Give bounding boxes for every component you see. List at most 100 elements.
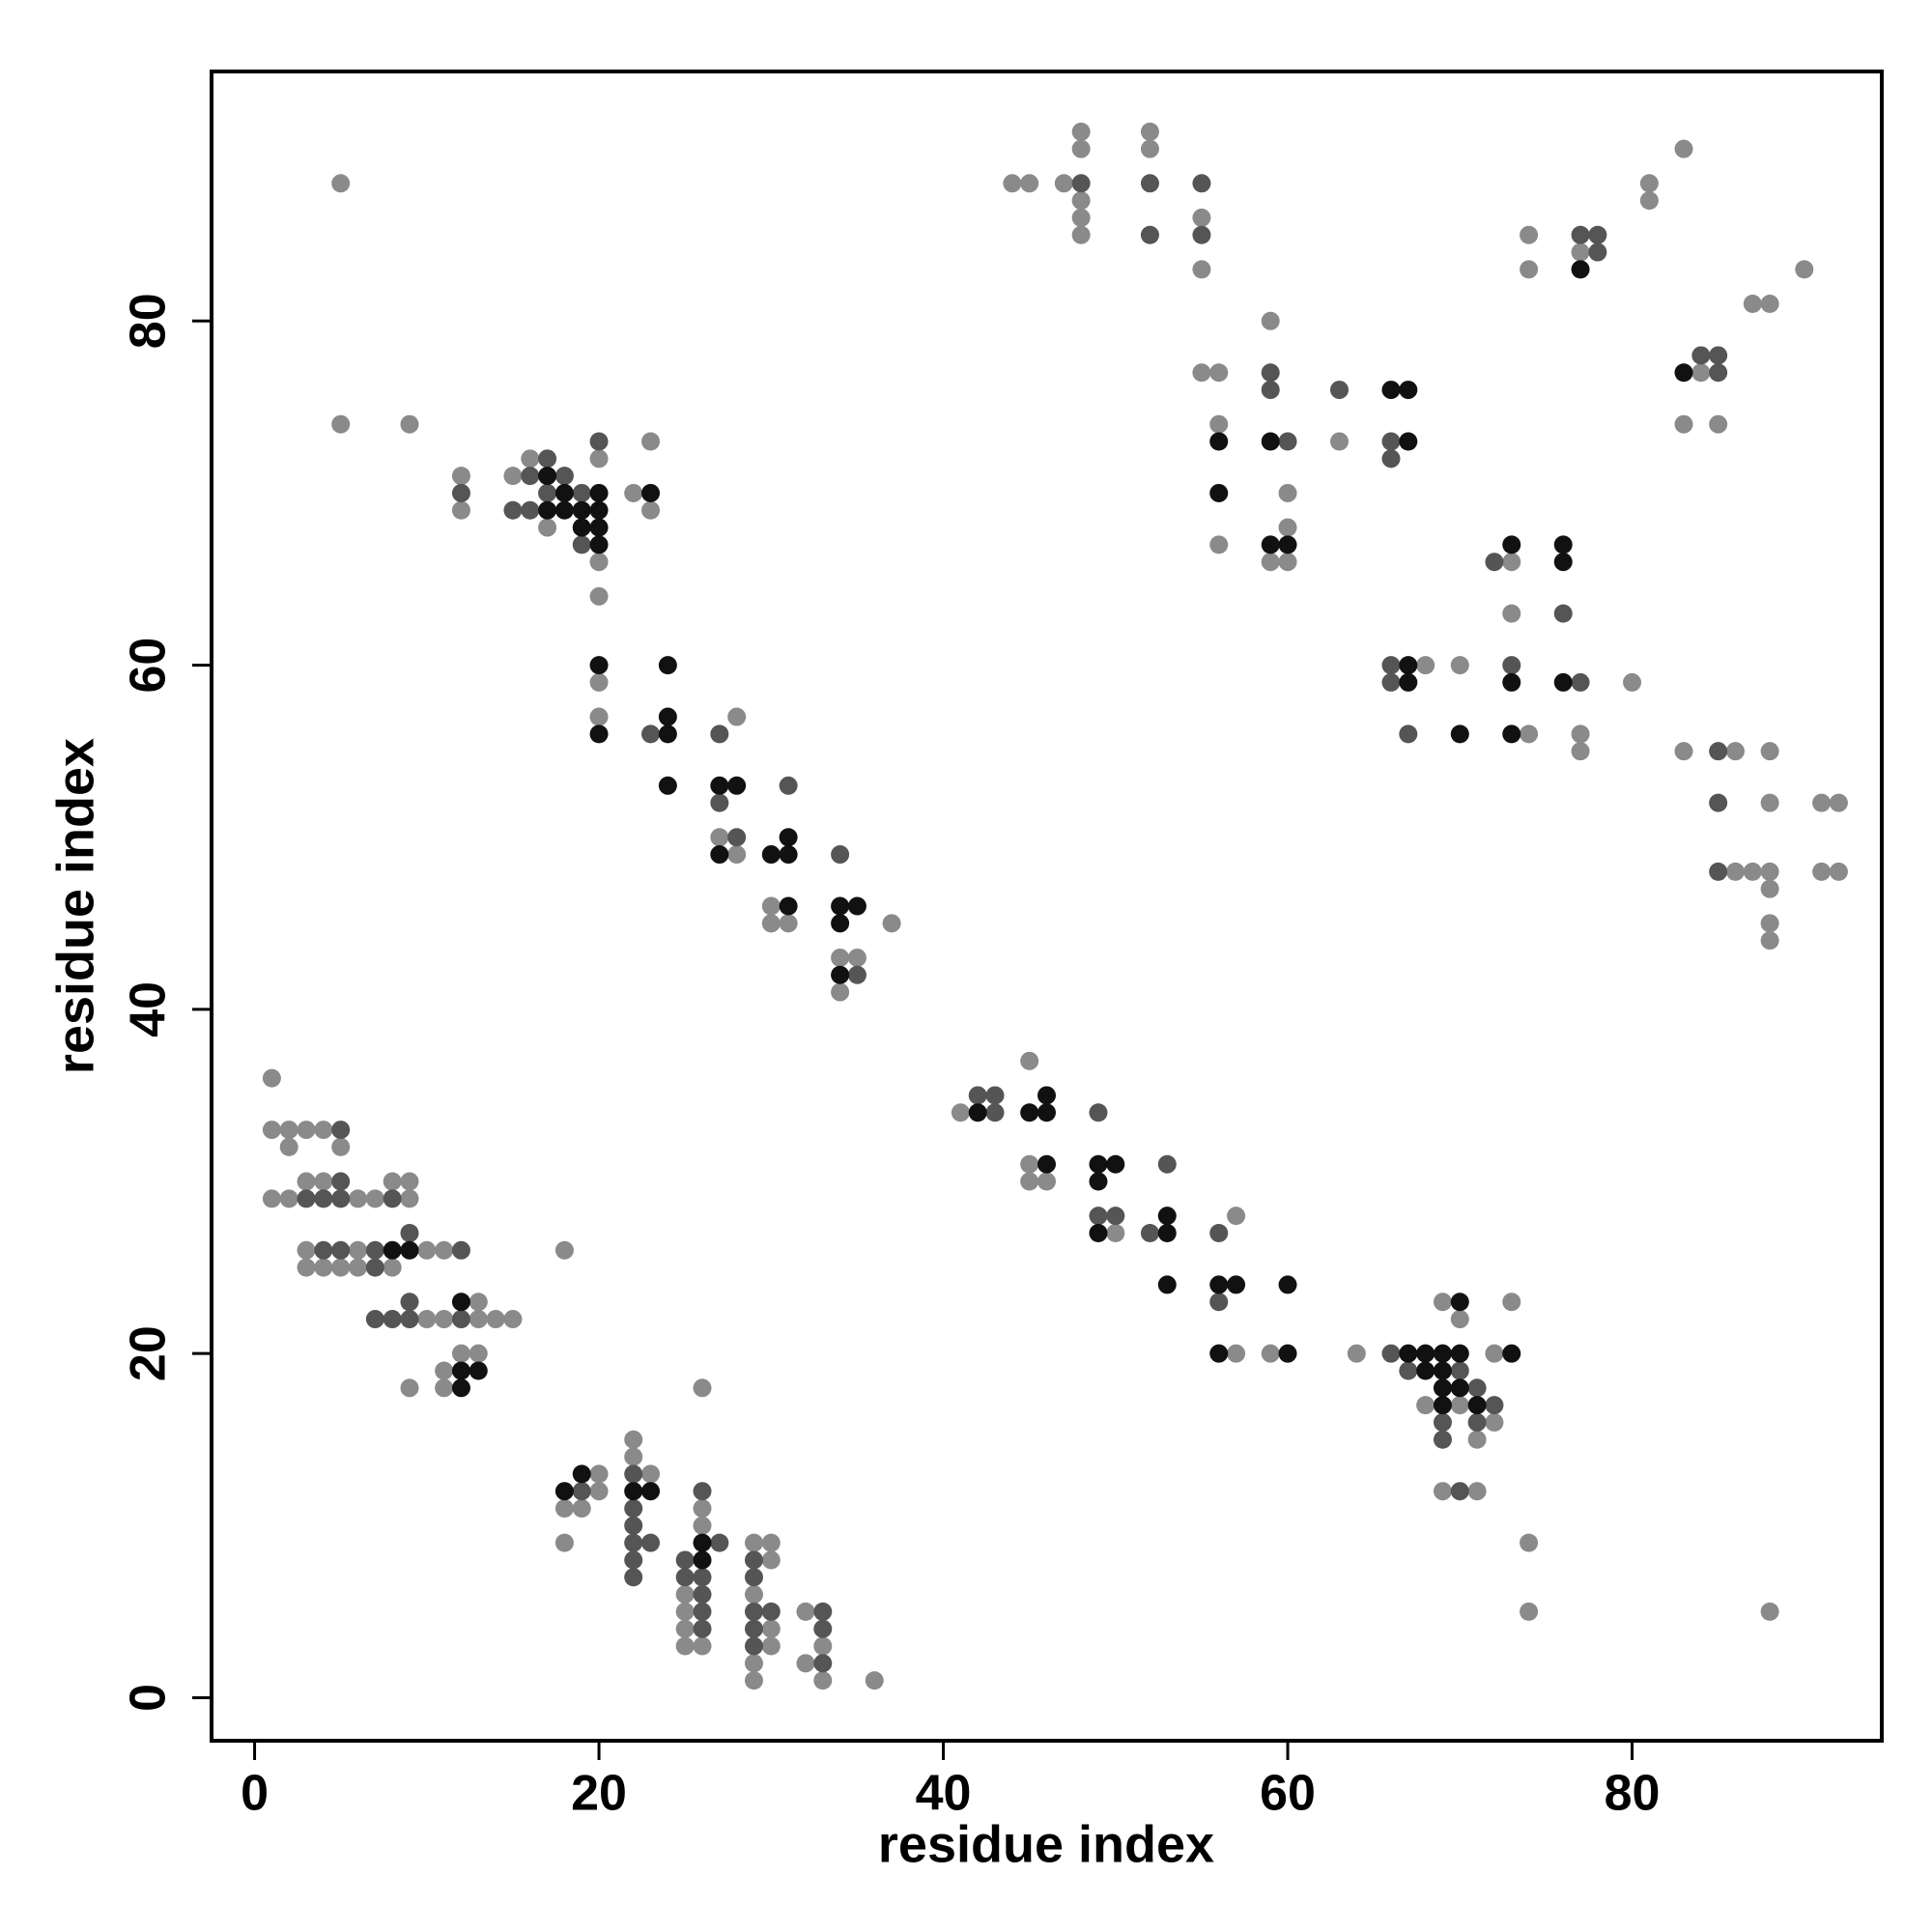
point bbox=[1071, 225, 1091, 244]
point bbox=[1261, 363, 1280, 383]
point bbox=[589, 553, 609, 572]
point bbox=[1795, 260, 1814, 279]
point bbox=[831, 896, 850, 916]
point bbox=[710, 1533, 729, 1552]
point bbox=[589, 500, 609, 520]
point bbox=[675, 1585, 695, 1605]
y-tick-label: 60 bbox=[121, 638, 177, 694]
point bbox=[1071, 191, 1091, 211]
point bbox=[1037, 1154, 1056, 1174]
point bbox=[572, 500, 591, 520]
point bbox=[1416, 1344, 1435, 1363]
point bbox=[589, 518, 609, 537]
point bbox=[400, 1189, 419, 1208]
point bbox=[641, 1533, 661, 1552]
point bbox=[521, 500, 540, 520]
point bbox=[1261, 432, 1280, 451]
point bbox=[727, 845, 747, 865]
point bbox=[1209, 483, 1229, 502]
point bbox=[796, 1654, 815, 1673]
point bbox=[847, 948, 867, 967]
point bbox=[624, 1464, 643, 1484]
point bbox=[1571, 742, 1590, 761]
point bbox=[1520, 260, 1539, 279]
point bbox=[1467, 1396, 1487, 1415]
point bbox=[1450, 724, 1469, 744]
point bbox=[554, 483, 574, 502]
point bbox=[779, 828, 798, 847]
point bbox=[1381, 381, 1401, 400]
point bbox=[847, 896, 867, 916]
point bbox=[624, 1550, 643, 1570]
point bbox=[1623, 672, 1642, 692]
point bbox=[1571, 225, 1590, 244]
point bbox=[1674, 363, 1693, 383]
point bbox=[624, 1516, 643, 1535]
point bbox=[1760, 793, 1779, 812]
point bbox=[1330, 432, 1350, 451]
point bbox=[1140, 1223, 1159, 1242]
point bbox=[658, 656, 677, 675]
point bbox=[710, 828, 729, 847]
point bbox=[1157, 1223, 1177, 1242]
point bbox=[349, 1258, 368, 1277]
point bbox=[1381, 672, 1401, 692]
point bbox=[589, 535, 609, 554]
point bbox=[1347, 1344, 1366, 1363]
point bbox=[1467, 1430, 1487, 1449]
point bbox=[1571, 672, 1590, 692]
point bbox=[435, 1310, 454, 1329]
point bbox=[641, 483, 661, 502]
point bbox=[1502, 535, 1521, 554]
point bbox=[451, 500, 470, 520]
point bbox=[1502, 724, 1521, 744]
point bbox=[1709, 793, 1728, 812]
point bbox=[1520, 1602, 1539, 1621]
point bbox=[383, 1258, 402, 1277]
point bbox=[451, 1378, 470, 1398]
point bbox=[1433, 1412, 1452, 1432]
point bbox=[779, 914, 798, 933]
point bbox=[279, 1137, 298, 1156]
point bbox=[469, 1344, 488, 1363]
point bbox=[538, 518, 557, 537]
point bbox=[693, 1499, 712, 1519]
point bbox=[314, 1240, 333, 1260]
point bbox=[1760, 294, 1779, 313]
point bbox=[1743, 862, 1762, 881]
point bbox=[1433, 1361, 1452, 1380]
point bbox=[1502, 604, 1521, 623]
point bbox=[693, 1602, 712, 1621]
point bbox=[1588, 242, 1607, 262]
point bbox=[314, 1172, 333, 1191]
point bbox=[1433, 1293, 1452, 1312]
point bbox=[1502, 656, 1521, 675]
point bbox=[1330, 381, 1350, 400]
point bbox=[572, 535, 591, 554]
point bbox=[297, 1189, 316, 1208]
point bbox=[1674, 414, 1693, 434]
point bbox=[1381, 432, 1401, 451]
point bbox=[693, 1619, 712, 1638]
point bbox=[1709, 414, 1728, 434]
point bbox=[331, 1121, 351, 1140]
point bbox=[589, 724, 609, 744]
point bbox=[813, 1671, 833, 1690]
point bbox=[1278, 553, 1297, 572]
point bbox=[1209, 1344, 1229, 1363]
plot-frame bbox=[210, 70, 1884, 1743]
point bbox=[314, 1121, 333, 1140]
point bbox=[1020, 1154, 1039, 1174]
point bbox=[1261, 535, 1280, 554]
point bbox=[314, 1258, 333, 1277]
point bbox=[727, 776, 747, 795]
point bbox=[1725, 862, 1745, 881]
point bbox=[1003, 174, 1022, 193]
point bbox=[554, 1499, 574, 1519]
point bbox=[831, 982, 850, 1002]
point bbox=[314, 1189, 333, 1208]
point bbox=[1760, 742, 1779, 761]
point bbox=[589, 1464, 609, 1484]
